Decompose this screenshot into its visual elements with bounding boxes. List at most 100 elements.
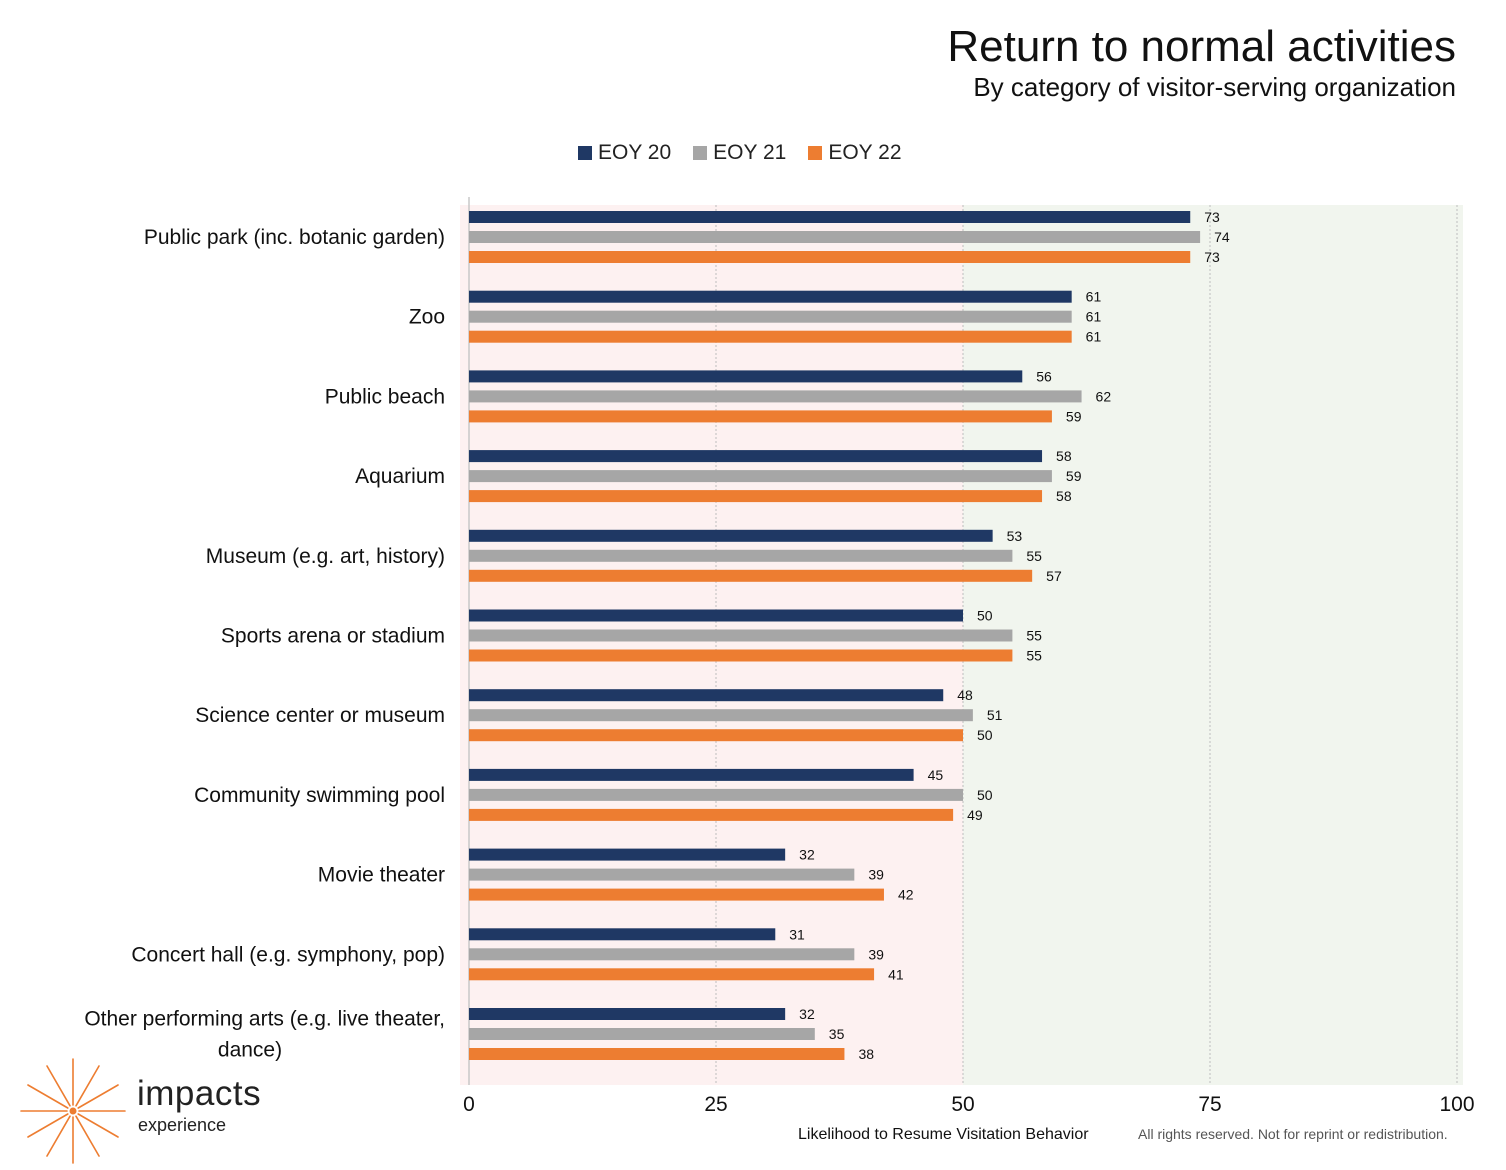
data-label: 51 — [987, 707, 1003, 723]
data-label: 48 — [957, 687, 973, 703]
category-label: Public beach — [325, 385, 445, 408]
rights-notice: All rights reserved. Not for reprint or … — [1138, 1126, 1448, 1142]
bar — [469, 1008, 786, 1020]
data-label: 55 — [1026, 648, 1042, 664]
bar — [469, 1048, 845, 1060]
category-label: Sports arena or stadium — [221, 625, 445, 648]
bar — [469, 1028, 815, 1040]
bar — [469, 649, 1013, 662]
bar — [469, 768, 914, 781]
legend-swatch-eoy22 — [808, 146, 823, 160]
data-label: 53 — [1007, 528, 1023, 544]
bar — [469, 211, 1191, 223]
chart-subtitle: By category of visitor-serving organizat… — [973, 72, 1456, 102]
data-label: 57 — [1046, 568, 1062, 584]
bar — [469, 390, 1082, 403]
bar — [469, 231, 1201, 243]
bar — [469, 410, 1052, 423]
legend-label-eoy22: EOY 22 — [828, 141, 902, 164]
data-label: 73 — [1204, 249, 1220, 265]
data-label: 58 — [1056, 448, 1072, 464]
logo-ray — [75, 1065, 100, 1107]
x-tick-label: 0 — [463, 1093, 475, 1116]
logo-ray — [27, 1113, 69, 1138]
data-label: 50 — [977, 608, 993, 624]
category-label: Other performing arts (e.g. live theater… — [84, 1008, 445, 1031]
data-label: 32 — [799, 847, 815, 863]
data-label: 50 — [977, 787, 993, 803]
data-label: 55 — [1026, 548, 1042, 564]
data-label: 59 — [1066, 468, 1082, 484]
x-tick-label: 75 — [1198, 1093, 1221, 1116]
category-label: Aquarium — [355, 465, 445, 488]
data-label: 56 — [1036, 368, 1052, 384]
logo-ray — [46, 1115, 71, 1157]
legend-label-eoy21: EOY 21 — [713, 141, 787, 164]
category-label: dance) — [218, 1039, 282, 1062]
bar — [469, 729, 963, 742]
category-label: Movie theater — [318, 864, 445, 887]
data-label: 58 — [1056, 488, 1072, 504]
bar — [469, 968, 875, 981]
legend-swatch-eoy20 — [578, 146, 592, 160]
logo-ray — [77, 1084, 119, 1109]
data-label: 32 — [799, 1006, 815, 1022]
bar — [469, 928, 776, 941]
data-label: 49 — [967, 807, 983, 823]
category-label: Zoo — [409, 306, 445, 329]
logo-subtext: experience — [138, 1115, 227, 1135]
data-label: 38 — [858, 1046, 874, 1062]
background-band — [963, 205, 1463, 1085]
bar — [469, 629, 1013, 642]
bar — [469, 251, 1191, 263]
bar — [469, 709, 973, 722]
bar — [469, 549, 1013, 562]
category-label: Museum (e.g. art, history) — [206, 545, 445, 568]
data-label: 73 — [1204, 209, 1220, 225]
x-tick-label: 25 — [704, 1093, 727, 1116]
data-label: 61 — [1086, 329, 1102, 345]
data-label: 55 — [1026, 628, 1042, 644]
data-label: 39 — [868, 867, 884, 883]
bar — [469, 808, 954, 821]
data-label: 42 — [898, 887, 914, 903]
legend-item-eoy22: EOY 22 — [808, 141, 902, 165]
data-label: 50 — [977, 727, 993, 743]
x-axis-label: Likelihood to Resume Visitation Behavior — [798, 1126, 1089, 1143]
bar — [469, 689, 944, 702]
bar — [469, 450, 1043, 463]
legend-item-eoy20: EOY 20 — [578, 141, 671, 165]
data-label: 45 — [928, 767, 944, 783]
bar — [469, 609, 963, 622]
legend-swatch-eoy21 — [693, 146, 708, 160]
bar — [469, 788, 963, 801]
data-label: 31 — [789, 926, 805, 942]
x-tick-label: 50 — [951, 1093, 974, 1116]
bar — [469, 868, 855, 881]
data-label: 62 — [1096, 388, 1112, 404]
bar — [469, 529, 993, 542]
bar — [469, 470, 1052, 483]
logo-ray — [75, 1115, 100, 1157]
legend-label-eoy20: EOY 20 — [598, 141, 672, 164]
data-label: 41 — [888, 966, 904, 982]
data-label: 61 — [1086, 289, 1102, 305]
x-tick-label: 100 — [1439, 1093, 1474, 1116]
chart-title: Return to normal activities — [947, 22, 1456, 71]
category-label: Science center or museum — [195, 704, 445, 727]
category-label: Concert hall (e.g. symphony, pop) — [131, 943, 445, 966]
bar — [469, 330, 1072, 343]
data-label: 61 — [1086, 309, 1102, 325]
data-label: 59 — [1066, 408, 1082, 424]
legend: EOY 20 EOY 21 EOY 22 — [578, 141, 902, 165]
data-label: 74 — [1214, 229, 1230, 245]
data-label: 39 — [868, 946, 884, 962]
category-label: Public park (inc. botanic garden) — [144, 226, 445, 249]
logo-wordmark: impacts — [137, 1074, 262, 1113]
starburst-logo-icon — [20, 1058, 126, 1164]
logo-ray — [46, 1065, 71, 1107]
bar — [469, 490, 1043, 503]
bar — [469, 290, 1072, 303]
logo-ray — [27, 1084, 69, 1109]
